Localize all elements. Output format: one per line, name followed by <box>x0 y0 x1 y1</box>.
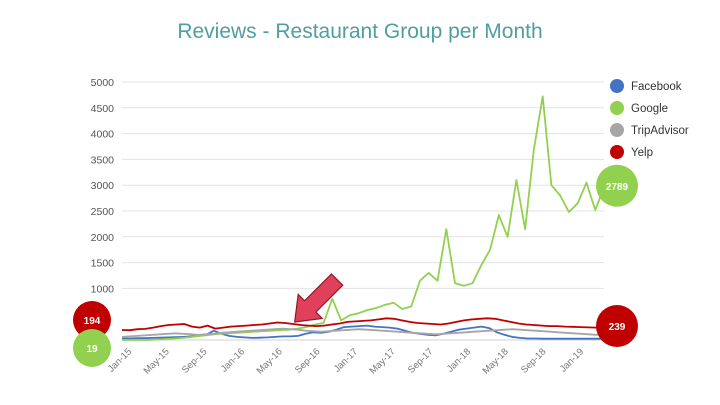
legend-label: Google <box>631 103 668 115</box>
legend-swatch <box>610 101 624 115</box>
gridlines <box>122 81 604 341</box>
y-tick-label: 1500 <box>91 258 115 270</box>
x-tick-label: Jan-18 <box>445 346 473 374</box>
y-tick-label: 2500 <box>91 206 115 218</box>
x-axis-ticks: Jan-15 May-15 Sep-15 Jan-16 May-16 Sep-16 Jan-… <box>106 346 586 376</box>
x-tick-label: Jan-16 <box>219 346 247 374</box>
x-tick-label: May-15 <box>142 346 172 376</box>
y-tick-label: 2000 <box>91 232 115 244</box>
x-tick-label: May-16 <box>255 346 285 376</box>
callout-circle <box>596 164 638 207</box>
series-line-google <box>122 95 605 341</box>
legend-label: Yelp <box>631 147 653 159</box>
x-tick-label: Jan-17 <box>332 346 360 374</box>
legend-label: Facebook <box>631 81 682 93</box>
x-tick-label: Sep-16 <box>293 346 322 375</box>
y-tick-label: 5000 <box>91 77 115 89</box>
callout-value: 194 <box>84 316 101 327</box>
legend-item-tripadvisor: TripAdvisor <box>610 123 689 137</box>
callout-value: 239 <box>609 322 626 333</box>
legend: Facebook Google TripAdvisor Yelp <box>610 79 689 159</box>
callout-circle <box>596 305 638 347</box>
x-tick-label: May-18 <box>481 346 511 376</box>
series-line-yelp <box>121 317 605 332</box>
value-callouts: 194 19 2789 239 <box>73 164 638 367</box>
y-tick-label: 4500 <box>91 103 115 115</box>
x-tick-label: Sep-18 <box>519 346 548 375</box>
y-axis-ticks: 1000 1500 2000 2500 3000 3500 4000 4500 5000 <box>91 77 115 295</box>
callout-circle <box>73 329 111 367</box>
callout-yelp-start: 194 <box>73 301 111 339</box>
x-tick-label: Sep-17 <box>406 346 435 375</box>
y-tick-label: 3500 <box>91 154 115 166</box>
annotations <box>293 273 344 323</box>
legend-item-facebook: Facebook <box>610 79 682 93</box>
legend-label: TripAdvisor <box>631 125 689 137</box>
x-tick-label: May-17 <box>368 346 398 376</box>
callout-google-start: 19 <box>73 329 111 367</box>
y-tick-label: 1000 <box>91 283 115 295</box>
x-tick-label: Sep-15 <box>180 346 209 375</box>
callout-value: 19 <box>86 344 98 355</box>
legend-item-yelp: Yelp <box>610 145 653 159</box>
chart-title: Reviews - Restaurant Group per Month <box>177 20 543 43</box>
series-line-tripadvisor <box>121 327 604 338</box>
x-tick-label: Jan-19 <box>558 346 586 374</box>
y-tick-label: 3000 <box>91 180 115 192</box>
callout-google-end: 2789 <box>596 164 638 207</box>
arrow-shape <box>293 273 344 323</box>
callout-yelp-end: 239 <box>596 305 638 347</box>
y-tick-label: 4000 <box>91 129 115 141</box>
callout-value: 2789 <box>606 182 629 193</box>
callout-circle <box>73 301 111 339</box>
arrow-annotation <box>293 273 344 323</box>
legend-item-google: Google <box>610 101 668 115</box>
legend-swatch <box>610 123 624 137</box>
series-lines <box>121 95 605 341</box>
legend-swatch <box>610 79 624 93</box>
legend-swatch <box>610 145 624 159</box>
